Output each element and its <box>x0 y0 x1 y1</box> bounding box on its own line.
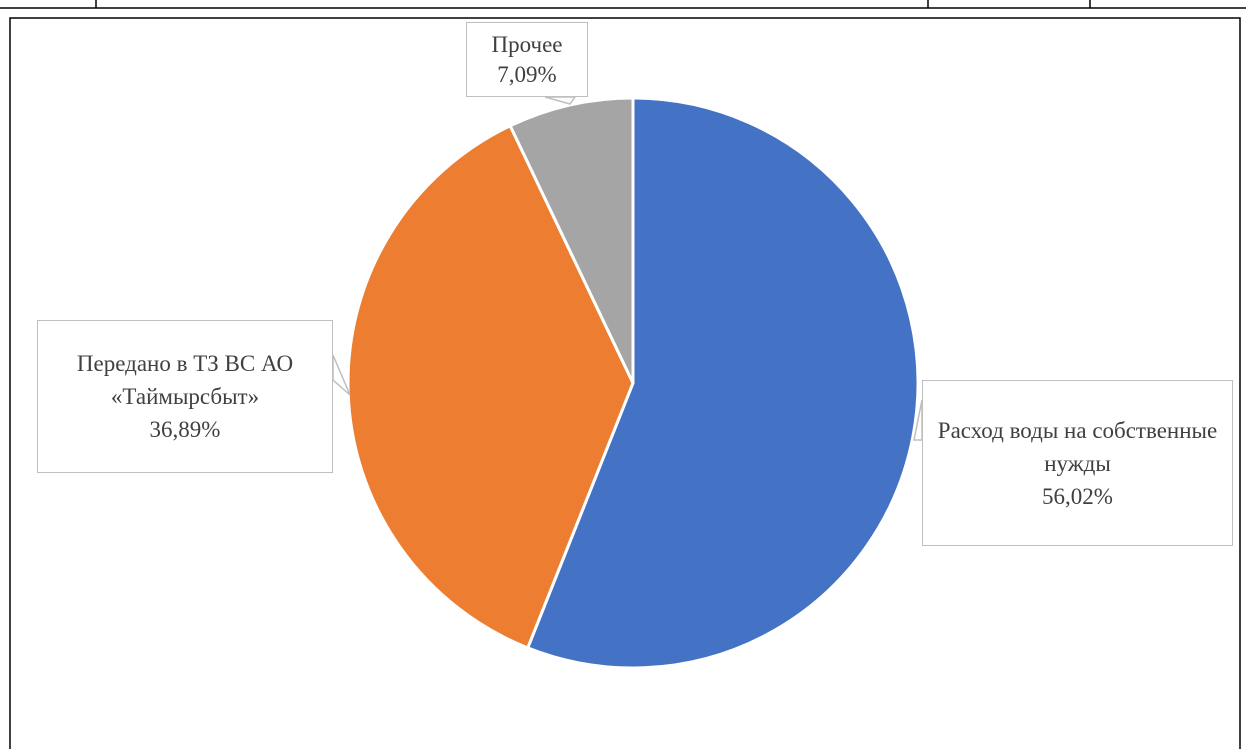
data-label: Прочее 7,09% <box>466 22 588 97</box>
category-label: Передано в ТЗ ВС АО «Таймырсбыт» <box>76 351 294 409</box>
pie-slice <box>508 96 635 384</box>
data-label: Расход воды на собственные нужды 56,02% <box>922 380 1233 546</box>
chart-frame <box>9 17 1241 749</box>
value-label: 36,89% <box>149 417 221 442</box>
value-label: 7,09% <box>497 61 557 87</box>
callout-pointer <box>544 96 577 105</box>
data-label: Передано в ТЗ ВС АО «Таймырсбыт» 36,89% <box>37 320 333 473</box>
pie <box>346 96 920 670</box>
category-label: Прочее <box>491 31 563 57</box>
category-label: Расход воды на собственные нужды <box>937 417 1218 476</box>
value-label: 56,02% <box>1042 483 1113 509</box>
callout-pointer <box>332 354 351 396</box>
pie-slice <box>525 96 920 670</box>
